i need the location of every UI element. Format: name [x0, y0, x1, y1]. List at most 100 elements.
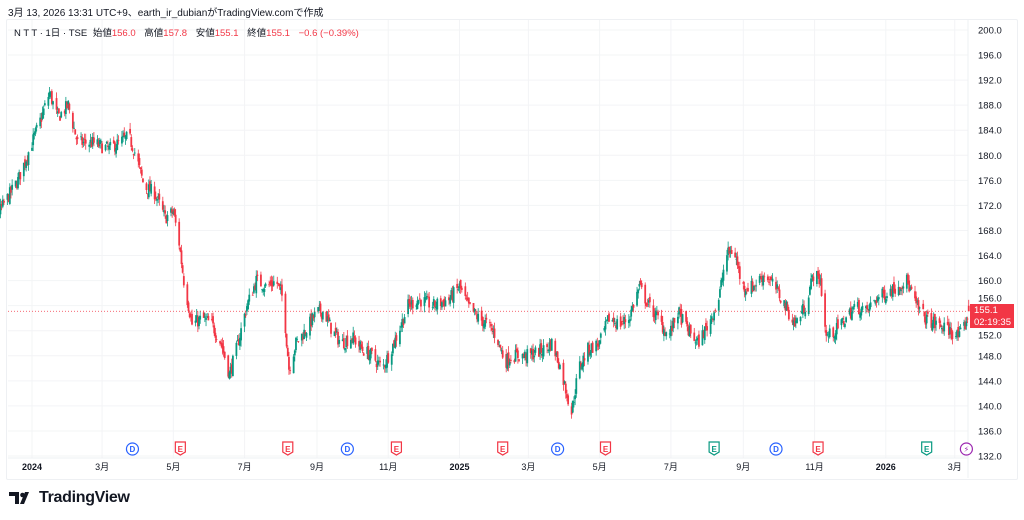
candle-body — [459, 279, 462, 289]
chart-frame[interactable] — [6, 19, 1018, 480]
candle-body — [210, 319, 213, 320]
candle-body — [214, 332, 217, 338]
candle-body — [709, 319, 712, 334]
candle-body — [555, 352, 558, 356]
candle-body — [418, 298, 421, 300]
candle-body — [900, 289, 902, 292]
candle-body — [640, 283, 643, 288]
y-tick-label: 152.0 — [978, 330, 1002, 341]
candle-body — [420, 299, 422, 307]
x-tick-label: 2025 — [449, 462, 469, 472]
candle-body — [550, 338, 553, 351]
candle-body — [719, 289, 721, 298]
close-label: 終値 — [247, 28, 267, 39]
candle-body — [35, 124, 38, 128]
candle-body — [623, 317, 626, 325]
candle-body — [693, 332, 696, 341]
candle-body — [354, 337, 357, 345]
candle-body — [548, 342, 551, 352]
candle-body — [481, 317, 484, 327]
candle-body — [66, 101, 68, 108]
candle-body — [563, 381, 566, 384]
candle-body — [19, 172, 22, 180]
candle-body — [728, 246, 731, 254]
candle-body — [142, 178, 144, 183]
dividend-event-icon — [769, 442, 783, 456]
candle-body — [269, 281, 272, 284]
candle-body — [346, 335, 349, 347]
candle-body — [409, 302, 412, 307]
candle-body — [284, 293, 287, 334]
event-label: ⚡ — [964, 445, 970, 454]
candle-body — [374, 349, 377, 361]
candle-body — [954, 336, 957, 337]
candle-body — [596, 343, 599, 346]
candle-body — [432, 299, 435, 306]
last-price-label: 155.1 02:19:35 — [970, 304, 1014, 329]
candle-body — [415, 305, 418, 307]
candle-body — [448, 297, 450, 301]
candle-body — [289, 370, 292, 371]
candle-body — [34, 128, 37, 134]
x-tick-label: 7月 — [238, 462, 252, 472]
candle-body — [679, 308, 682, 312]
candle-body — [556, 351, 559, 363]
candle-body — [622, 320, 624, 323]
candle-body — [762, 275, 765, 286]
candle-body — [967, 305, 970, 312]
brand-name: TradingView — [39, 489, 130, 506]
candle-body — [345, 338, 348, 348]
candle-body — [150, 183, 153, 194]
y-tick-label: 172.0 — [978, 201, 1002, 212]
event-label: E — [603, 445, 609, 454]
candle-body — [309, 316, 311, 336]
candle-body — [894, 288, 897, 294]
candle-body — [0, 204, 2, 215]
candle-body — [804, 311, 807, 317]
candle-body — [534, 347, 537, 353]
candle-body — [431, 306, 434, 308]
candle-body — [653, 313, 656, 318]
candle-body — [366, 346, 369, 354]
candle-body — [439, 298, 442, 306]
candle-body — [908, 280, 911, 292]
candle-body — [803, 305, 805, 314]
candle-body — [359, 341, 362, 350]
candle-body — [116, 139, 119, 150]
candle-body — [123, 132, 126, 137]
x-tick-label: 2026 — [876, 462, 896, 472]
candle-body — [856, 301, 859, 307]
candle-body — [195, 315, 198, 323]
candle-body — [694, 342, 697, 344]
candle-body — [248, 294, 251, 302]
candle-body — [360, 344, 363, 348]
candle-body — [598, 340, 601, 345]
candle-body — [629, 319, 631, 322]
candle-body — [578, 361, 581, 379]
candle-body — [681, 314, 684, 323]
candle-body — [507, 352, 510, 366]
candle-body — [619, 316, 622, 327]
candle-body — [132, 154, 135, 156]
candle-body — [492, 330, 495, 333]
candle-body — [564, 383, 567, 394]
candle-body — [938, 318, 941, 324]
x-tick-label: 2024 — [22, 462, 42, 472]
candle-body — [696, 337, 699, 340]
candle-body — [883, 289, 886, 300]
candle-body — [71, 112, 74, 129]
tradingview-logo[interactable]: TradingView — [9, 489, 130, 507]
candle-body — [606, 315, 609, 321]
candle-body — [173, 209, 176, 216]
candle-body — [444, 300, 447, 307]
event-label: E — [394, 445, 400, 454]
candle-body — [841, 318, 844, 320]
candle-body — [196, 316, 199, 327]
candle-body — [763, 276, 766, 278]
candle-body — [109, 142, 112, 146]
candle-body — [542, 345, 545, 357]
symbol-label[interactable]: N T T · 1日 · TSE — [14, 28, 88, 39]
candle-body — [186, 284, 189, 306]
candle-body — [874, 300, 877, 304]
